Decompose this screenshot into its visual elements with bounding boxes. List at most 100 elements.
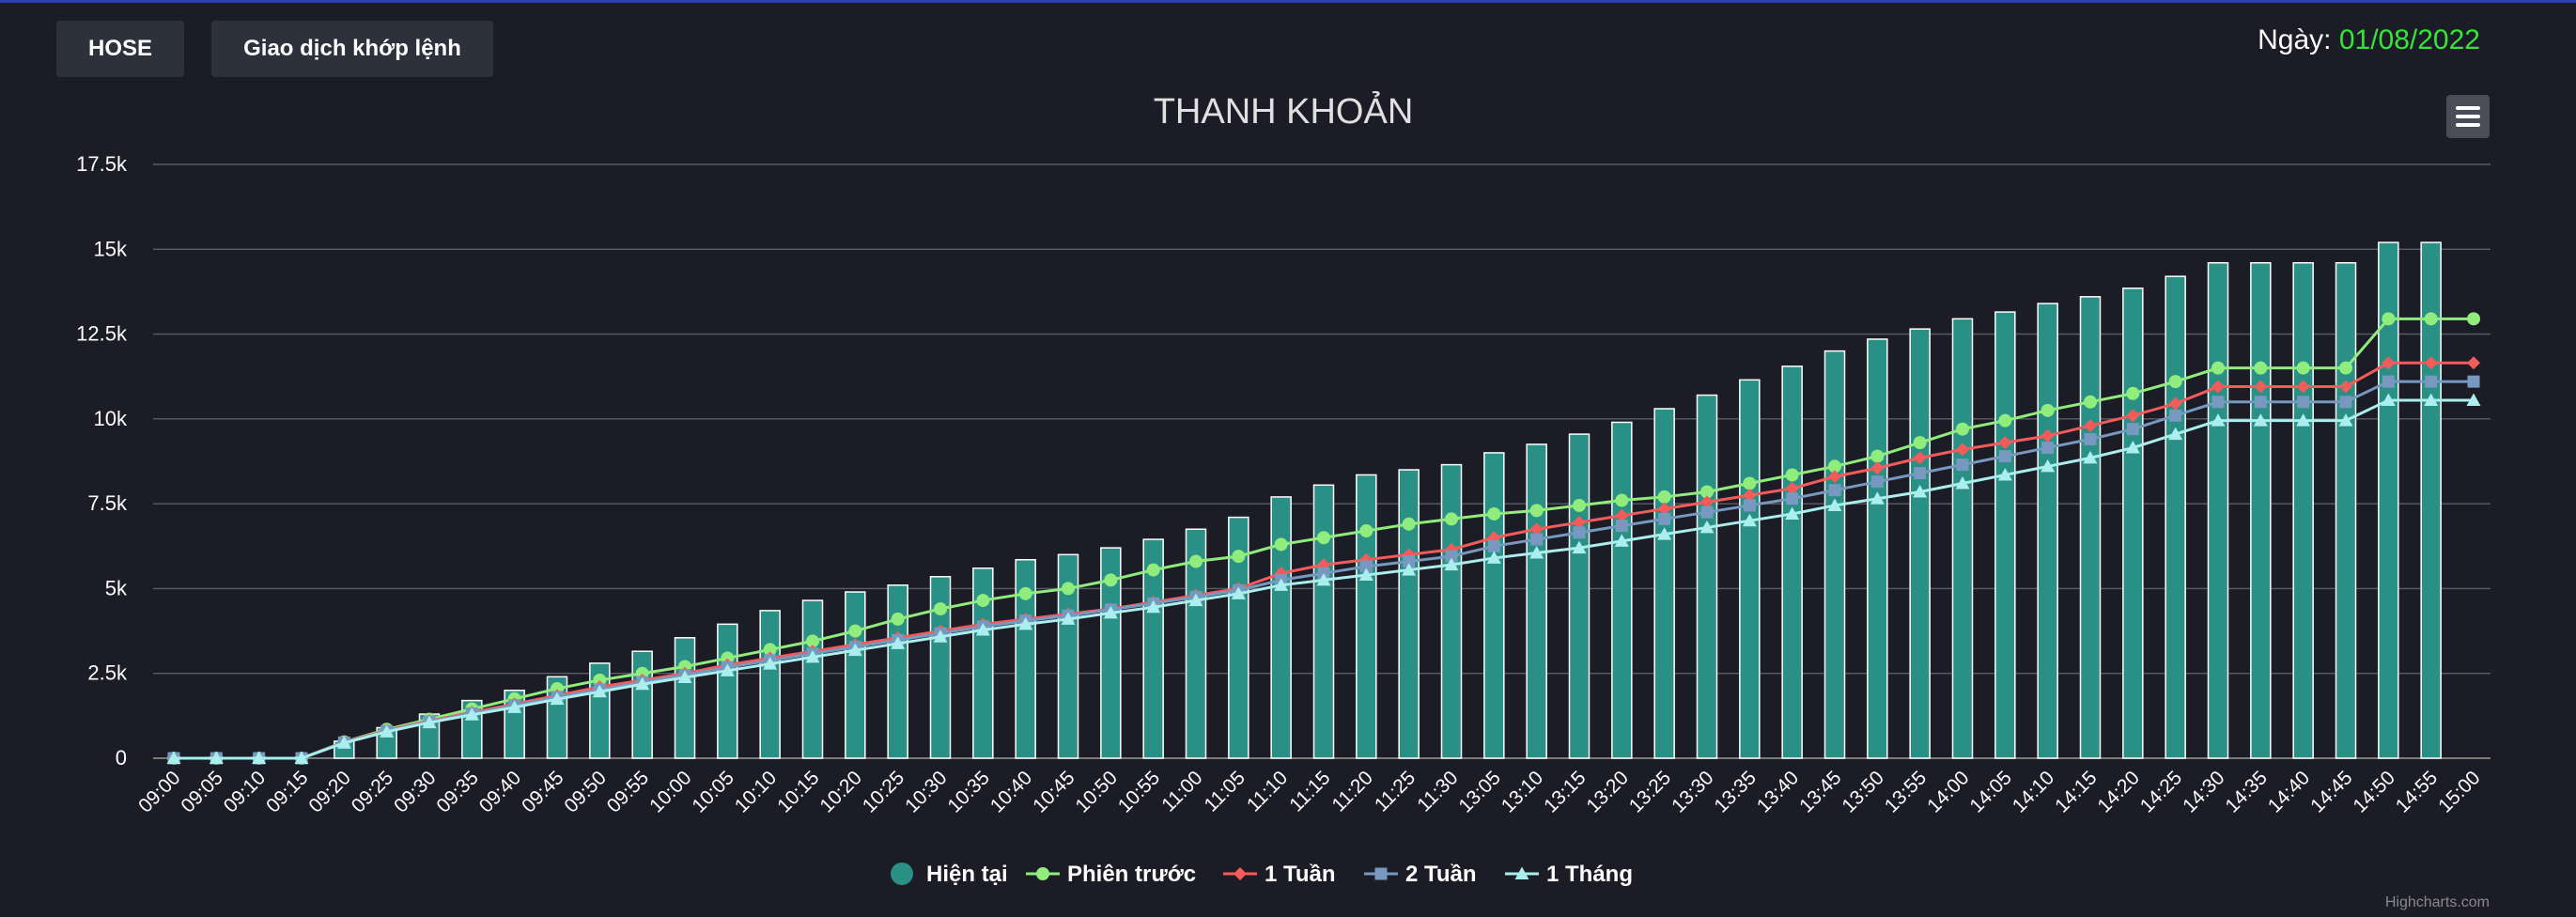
x-tick-label: 10:25 — [859, 767, 908, 816]
data-point — [2382, 356, 2396, 370]
top-accent-line — [0, 0, 2576, 3]
data-point — [2297, 396, 2310, 409]
x-tick-label: 14:40 — [2264, 767, 2314, 816]
legend-symbol — [1514, 866, 1529, 879]
bar — [759, 610, 781, 759]
data-point — [2254, 396, 2267, 409]
data-point — [1146, 599, 1161, 614]
data-point — [1699, 520, 1715, 534]
bar — [1483, 452, 1505, 759]
bar — [801, 599, 824, 759]
data-point — [1529, 504, 1544, 518]
data-point — [1487, 539, 1500, 552]
data-point — [1316, 572, 1331, 586]
bar — [972, 567, 994, 759]
data-point — [847, 643, 862, 657]
x-tick-label: 10:50 — [1071, 767, 1121, 816]
bar — [1312, 484, 1335, 759]
bar — [1823, 350, 1846, 759]
data-point — [422, 715, 437, 729]
data-point — [507, 700, 522, 713]
data-point — [2338, 413, 2353, 427]
x-tick-label: 13:30 — [1668, 767, 1717, 816]
bar — [2420, 241, 2442, 759]
data-point — [1786, 492, 1799, 505]
bar — [2165, 275, 2186, 759]
bar — [1951, 318, 1974, 759]
data-point — [209, 751, 224, 764]
hose-button[interactable]: HOSE — [56, 21, 184, 77]
bar — [929, 576, 952, 759]
data-point — [1486, 551, 1501, 564]
bar — [1228, 516, 1249, 759]
legend-item[interactable]: 2 Tuần — [1364, 862, 1477, 887]
x-tick-label: 13:35 — [1710, 767, 1760, 816]
x-tick-label: 10:20 — [815, 767, 865, 816]
data-point — [380, 724, 395, 738]
bar — [717, 623, 738, 759]
y-tick-label: 12.5k — [76, 322, 128, 346]
data-point — [2381, 393, 2396, 406]
data-point — [2424, 356, 2438, 370]
data-point — [1317, 531, 1330, 545]
data-point — [2168, 427, 2183, 441]
x-tick-label: 09:35 — [432, 767, 482, 816]
chart-title: THANH KHOẢN — [1154, 90, 1414, 132]
legend-symbol — [891, 863, 913, 885]
data-point — [1657, 527, 1672, 540]
data-point — [805, 649, 820, 663]
x-tick-label: 14:05 — [1965, 767, 2015, 816]
data-point — [1956, 458, 1969, 472]
bar — [1057, 553, 1079, 759]
x-tick-label: 11:15 — [1285, 767, 1334, 816]
order-matching-button[interactable]: Giao dịch khớp lệnh — [211, 21, 493, 77]
chart-menu-button[interactable] — [2446, 95, 2490, 138]
legend-label: 1 Tuần — [1265, 862, 1336, 887]
bar — [1142, 538, 1164, 759]
x-tick-label: 14:00 — [1923, 767, 1973, 816]
data-point — [1914, 467, 1927, 480]
data-point — [1870, 461, 1885, 475]
y-tick-label: 10k — [94, 407, 128, 430]
data-point — [1828, 470, 1841, 484]
data-point — [975, 622, 990, 636]
y-tick-label: 2.5k — [87, 661, 128, 685]
data-point — [1445, 512, 1458, 526]
highcharts-credit[interactable]: Highcharts.com — [2384, 894, 2490, 910]
data-point — [1529, 546, 1544, 559]
bar — [1781, 365, 1803, 759]
bar — [1909, 328, 1931, 759]
x-tick-label: 10:45 — [1029, 767, 1079, 816]
data-point — [1231, 586, 1246, 599]
x-tick-label: 10:35 — [943, 767, 993, 816]
x-tick-label: 14:15 — [2051, 767, 2101, 816]
legend-item[interactable]: Phiên trước — [1026, 862, 1196, 887]
data-point — [550, 692, 565, 706]
data-point — [2254, 361, 2268, 375]
data-point — [1403, 555, 1416, 568]
x-tick-label: 11:30 — [1413, 767, 1462, 816]
date-display: Ngày: 01/08/2022 — [2258, 24, 2480, 56]
y-tick-label: 7.5k — [87, 491, 128, 515]
legend-item[interactable]: 1 Tuần — [1223, 862, 1336, 887]
data-point — [2296, 361, 2310, 375]
data-point — [1018, 586, 1032, 600]
legend-item[interactable]: Hiện tại — [891, 862, 1008, 887]
legend-label: 1 Tháng — [1546, 862, 1633, 887]
legend-symbol — [1036, 867, 1049, 880]
bar — [2292, 261, 2314, 759]
data-point — [1232, 550, 1246, 564]
x-tick-label: 09:05 — [177, 767, 226, 816]
data-point — [1359, 524, 1373, 538]
date-label: Ngày: — [2258, 24, 2332, 55]
data-point — [2041, 442, 2055, 455]
legend-item[interactable]: 1 Tháng — [1505, 862, 1633, 887]
data-point — [1402, 517, 1416, 531]
x-tick-label: 09:25 — [348, 767, 397, 816]
data-point — [1657, 502, 1671, 516]
x-tick-label: 10:30 — [901, 767, 951, 816]
series-phiên-trước — [167, 312, 2480, 765]
x-tick-label: 09:45 — [518, 767, 567, 816]
legend-label: Hiện tại — [926, 862, 1008, 887]
